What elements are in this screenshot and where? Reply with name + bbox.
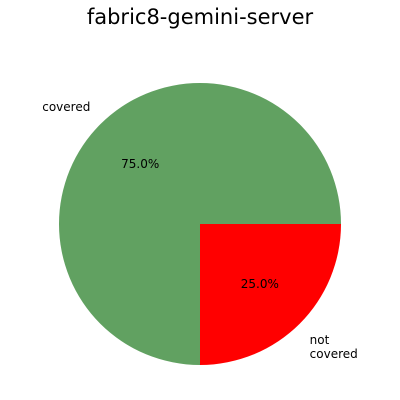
pie-category-label-not-covered: not covered xyxy=(310,333,358,361)
chart-title: fabric8-gemini-server xyxy=(87,5,314,29)
pie-labels: 75.0% covered 25.0% not covered xyxy=(42,100,358,361)
pie-slice-not-covered xyxy=(200,224,341,365)
pie-pct-label-covered: 75.0% xyxy=(121,157,159,171)
pie-slices xyxy=(59,83,341,365)
pie-category-label-covered: covered xyxy=(42,100,90,114)
pie-pct-label-not-covered: 25.0% xyxy=(241,277,279,291)
